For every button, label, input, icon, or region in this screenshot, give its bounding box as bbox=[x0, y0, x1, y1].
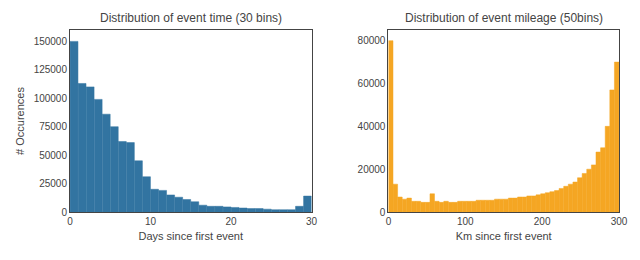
svg-text:300: 300 bbox=[611, 216, 628, 227]
svg-text:10: 10 bbox=[145, 216, 157, 227]
svg-text:# Occurences: # Occurences bbox=[14, 87, 26, 155]
svg-text:60000: 60000 bbox=[358, 78, 386, 89]
svg-text:125000: 125000 bbox=[34, 64, 68, 75]
svg-text:20: 20 bbox=[225, 216, 237, 227]
svg-text:0: 0 bbox=[61, 207, 67, 218]
svg-text:0: 0 bbox=[380, 207, 386, 218]
svg-text:100000: 100000 bbox=[34, 93, 68, 104]
svg-text:40000: 40000 bbox=[358, 121, 386, 132]
svg-text:200: 200 bbox=[534, 216, 551, 227]
svg-text:Distribution of event time (30: Distribution of event time (30 bins) bbox=[100, 11, 282, 25]
svg-text:50000: 50000 bbox=[39, 150, 67, 161]
svg-text:0: 0 bbox=[386, 216, 392, 227]
svg-text:80000: 80000 bbox=[358, 35, 386, 46]
svg-text:25000: 25000 bbox=[39, 178, 67, 189]
svg-text:150000: 150000 bbox=[34, 36, 68, 47]
svg-text:Days since first event: Days since first event bbox=[139, 230, 244, 242]
svg-text:75000: 75000 bbox=[39, 121, 67, 132]
svg-text:0: 0 bbox=[67, 216, 73, 227]
svg-text:100: 100 bbox=[457, 216, 474, 227]
svg-text:Distribution of event mileage: Distribution of event mileage (50bins) bbox=[405, 11, 603, 25]
svg-text:20000: 20000 bbox=[358, 164, 386, 175]
svg-text:Km since first event: Km since first event bbox=[456, 230, 552, 242]
svg-text:30: 30 bbox=[306, 216, 318, 227]
